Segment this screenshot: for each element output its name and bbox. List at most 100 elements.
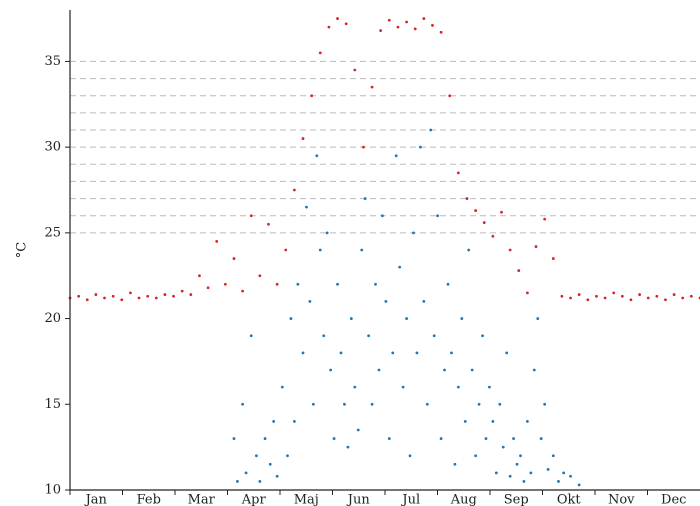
point [505,351,509,355]
point [586,298,590,302]
point [672,293,676,296]
point [353,385,357,389]
x-tick-label: Jun [346,493,371,506]
x-tick-label: Maj [294,493,319,506]
x-tick-label: Aug [450,493,477,506]
point [517,269,521,272]
point [292,188,296,192]
point [463,420,467,423]
x-tick-label: Jul [400,493,420,506]
point [577,293,581,296]
point [474,209,478,212]
point [308,300,312,303]
point [85,298,89,302]
point [477,402,481,406]
x-tick-label: Apr [241,493,267,506]
y-tick-label: 20 [44,311,61,326]
x-tick-label: Nov [608,493,635,506]
point [349,317,353,320]
point [398,265,402,269]
point [467,248,471,252]
point [284,248,288,252]
point [180,289,184,293]
point [379,29,383,32]
point [249,334,253,338]
point [215,240,219,243]
point [367,334,371,338]
y-tick-label: 30 [44,140,61,155]
point [529,471,533,475]
point [356,428,360,432]
point [362,145,365,149]
point [405,20,408,24]
point [198,274,201,278]
point [310,94,314,98]
point [305,205,308,209]
point [655,294,659,298]
x-tick-label: Jan [84,493,108,506]
point [418,145,422,149]
point [551,454,555,458]
point [296,282,300,286]
point [560,294,564,298]
point [370,85,374,89]
point [111,294,115,298]
point [539,437,543,440]
point [401,385,405,389]
point [137,296,141,300]
x-tick-label: Dec [661,493,686,506]
point [629,298,633,302]
point [525,420,529,423]
point [422,300,426,303]
point [425,402,429,406]
point [325,231,329,235]
point [363,197,367,200]
point [405,317,408,320]
point [415,351,419,355]
point [327,25,331,29]
point [569,474,572,478]
point [267,222,270,226]
point [453,462,457,466]
point [491,234,495,238]
point [412,231,415,235]
point [569,296,572,300]
point [172,294,175,298]
point [543,402,547,406]
point [432,334,436,338]
point [413,27,417,31]
point [336,17,339,20]
point [396,25,400,29]
point [301,351,305,355]
point [562,471,566,475]
point [387,437,391,440]
point [244,471,248,475]
point [482,221,486,224]
point [120,298,124,302]
point [353,68,357,72]
point [381,214,384,218]
point [436,214,440,218]
point [501,445,505,449]
point [377,368,381,372]
point [620,294,624,298]
point [129,291,132,295]
point [258,480,262,483]
point [439,30,443,34]
point [289,317,293,320]
point [255,454,258,458]
point [603,296,607,300]
point [387,18,391,22]
point [422,17,426,20]
point [322,334,326,338]
point [481,334,484,338]
y-tick-label: 25 [44,225,61,240]
point [532,368,536,372]
point [512,437,515,440]
y-tick-label: 10 [44,483,61,498]
point [508,474,512,478]
point [543,217,547,221]
x-tick-label: Okt [557,493,582,506]
point [474,454,478,458]
point [391,351,395,355]
